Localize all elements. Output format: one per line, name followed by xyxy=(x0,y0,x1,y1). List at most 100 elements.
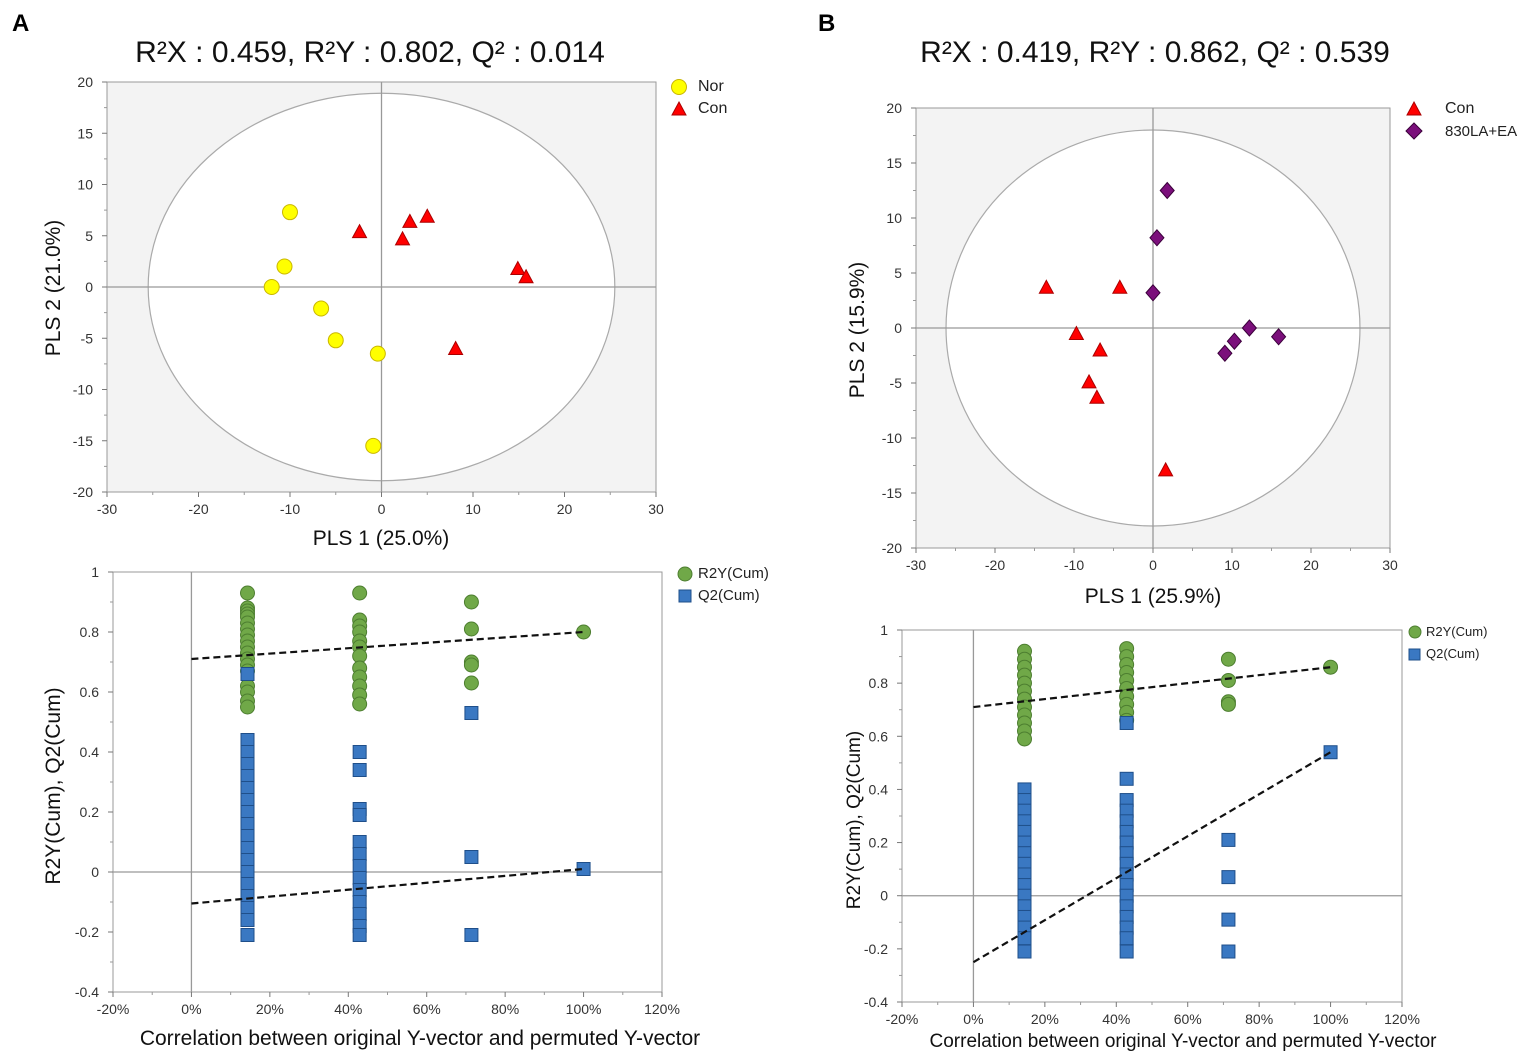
x-tick-label: -10 xyxy=(280,501,300,517)
y-tick-label: -0.2 xyxy=(864,941,888,957)
legend-label: 830LA+EA xyxy=(1445,122,1518,140)
data-point xyxy=(263,279,280,295)
x-tick-label: 60% xyxy=(1174,1011,1202,1027)
data-point xyxy=(1119,944,1134,959)
chart-a-title: R²X : 0.459, R²Y : 0.802, Q² : 0.014 xyxy=(135,36,605,69)
data-point xyxy=(240,699,256,715)
y-tick-label: 15 xyxy=(77,125,93,141)
data-point xyxy=(1220,651,1236,667)
legend-square-icon xyxy=(1408,648,1421,661)
y-tick-label: 0.6 xyxy=(869,728,889,744)
y-tick-label: 10 xyxy=(77,177,93,193)
data-point xyxy=(240,781,255,795)
data-point xyxy=(240,817,255,831)
y-tick-label: 0.8 xyxy=(869,675,889,691)
data-point xyxy=(351,223,368,239)
chart-d-legend: R2Y(Cum) Q2(Cum) xyxy=(1407,620,1487,664)
y-tick-label: 1 xyxy=(91,564,99,580)
x-tick-label: 20 xyxy=(1303,557,1319,573)
x-tick-label: 80% xyxy=(491,1001,519,1017)
y-tick-label: -15 xyxy=(882,485,902,501)
data-point xyxy=(1323,745,1338,760)
data-point xyxy=(463,594,479,610)
chart-c-xlabel: Correlation between original Y-vector an… xyxy=(139,1027,701,1050)
legend-label: Q2(Cum) xyxy=(1426,645,1480,661)
legend-label: R2Y(Cum) xyxy=(698,564,769,582)
x-tick-label: 0 xyxy=(1149,557,1157,573)
data-point xyxy=(240,745,255,759)
data-point xyxy=(1157,461,1174,477)
data-point xyxy=(394,230,411,246)
y-tick-label: 0.2 xyxy=(869,835,889,851)
data-point xyxy=(463,657,479,673)
y-tick-label: -15 xyxy=(73,433,93,449)
y-tick-label: 0 xyxy=(85,279,93,295)
regression-line xyxy=(972,751,1332,964)
data-point xyxy=(1092,341,1108,357)
legend-diamond-icon xyxy=(1405,122,1423,140)
y-tick-label: -10 xyxy=(73,382,93,398)
y-tick-label: -10 xyxy=(882,430,902,446)
x-tick-label: -30 xyxy=(906,557,926,573)
legend-label: R2Y(Cum) xyxy=(1426,623,1488,639)
data-point xyxy=(1081,373,1097,389)
chart-b-legend: Con 830LA+EA xyxy=(1405,98,1517,142)
series-q2-cum- xyxy=(1017,716,1338,959)
x-tick-label: 100% xyxy=(566,1001,602,1017)
x-tick-label: -30 xyxy=(97,501,117,517)
data-point xyxy=(369,345,386,362)
legend-circle-icon xyxy=(677,566,693,582)
data-point xyxy=(1270,328,1287,346)
y-tick-label: 5 xyxy=(85,228,93,244)
data-point xyxy=(240,585,256,601)
y-tick-label: 0.4 xyxy=(869,781,889,797)
legend-label: Nor xyxy=(698,78,724,95)
y-tick-label: 1 xyxy=(880,622,888,638)
chart-a-legend: Nor Con xyxy=(670,76,727,120)
x-tick-label: -20% xyxy=(886,1011,919,1027)
series-q2-cum- xyxy=(240,667,591,942)
y-tick-label: -0.2 xyxy=(75,924,99,940)
series-830la-ea xyxy=(1145,181,1287,363)
data-point xyxy=(240,757,255,771)
data-point xyxy=(352,907,367,921)
data-point xyxy=(1111,279,1128,294)
x-tick-label: 60% xyxy=(413,1001,441,1017)
y-tick-label: -20 xyxy=(73,484,93,500)
data-point xyxy=(240,853,255,867)
y-tick-label: 0.2 xyxy=(80,804,100,820)
regression-line xyxy=(973,666,1331,709)
data-point xyxy=(352,928,367,942)
x-tick-label: 0 xyxy=(378,501,386,517)
x-tick-label: -20 xyxy=(188,501,208,517)
series-con xyxy=(1038,279,1174,477)
series-r2y-cum- xyxy=(240,585,592,715)
data-point xyxy=(447,340,464,355)
data-point xyxy=(1068,325,1085,340)
data-point xyxy=(352,883,367,897)
y-tick-label: 0 xyxy=(894,320,902,336)
data-point xyxy=(240,793,255,807)
x-tick-label: 120% xyxy=(644,1001,680,1017)
data-point xyxy=(1220,696,1236,712)
panel-label-a: A xyxy=(12,10,30,37)
data-point xyxy=(352,895,367,909)
data-point xyxy=(352,585,368,601)
data-point xyxy=(352,696,368,712)
data-point xyxy=(352,808,367,822)
x-tick-label: 100% xyxy=(1313,1011,1349,1027)
data-point xyxy=(1221,912,1236,927)
data-point xyxy=(240,928,255,942)
series-r2y-cum- xyxy=(1017,641,1339,747)
data-point xyxy=(1220,672,1236,688)
x-tick-label: -20 xyxy=(985,557,1005,573)
series-nor xyxy=(263,204,386,454)
data-point xyxy=(1226,332,1243,350)
x-tick-label: 10 xyxy=(1224,557,1240,573)
data-point xyxy=(1089,389,1105,404)
y-tick-label: -0.4 xyxy=(75,984,99,1000)
data-point xyxy=(1217,344,1233,363)
data-point xyxy=(1221,870,1236,885)
panel-label-b: B xyxy=(818,10,836,37)
